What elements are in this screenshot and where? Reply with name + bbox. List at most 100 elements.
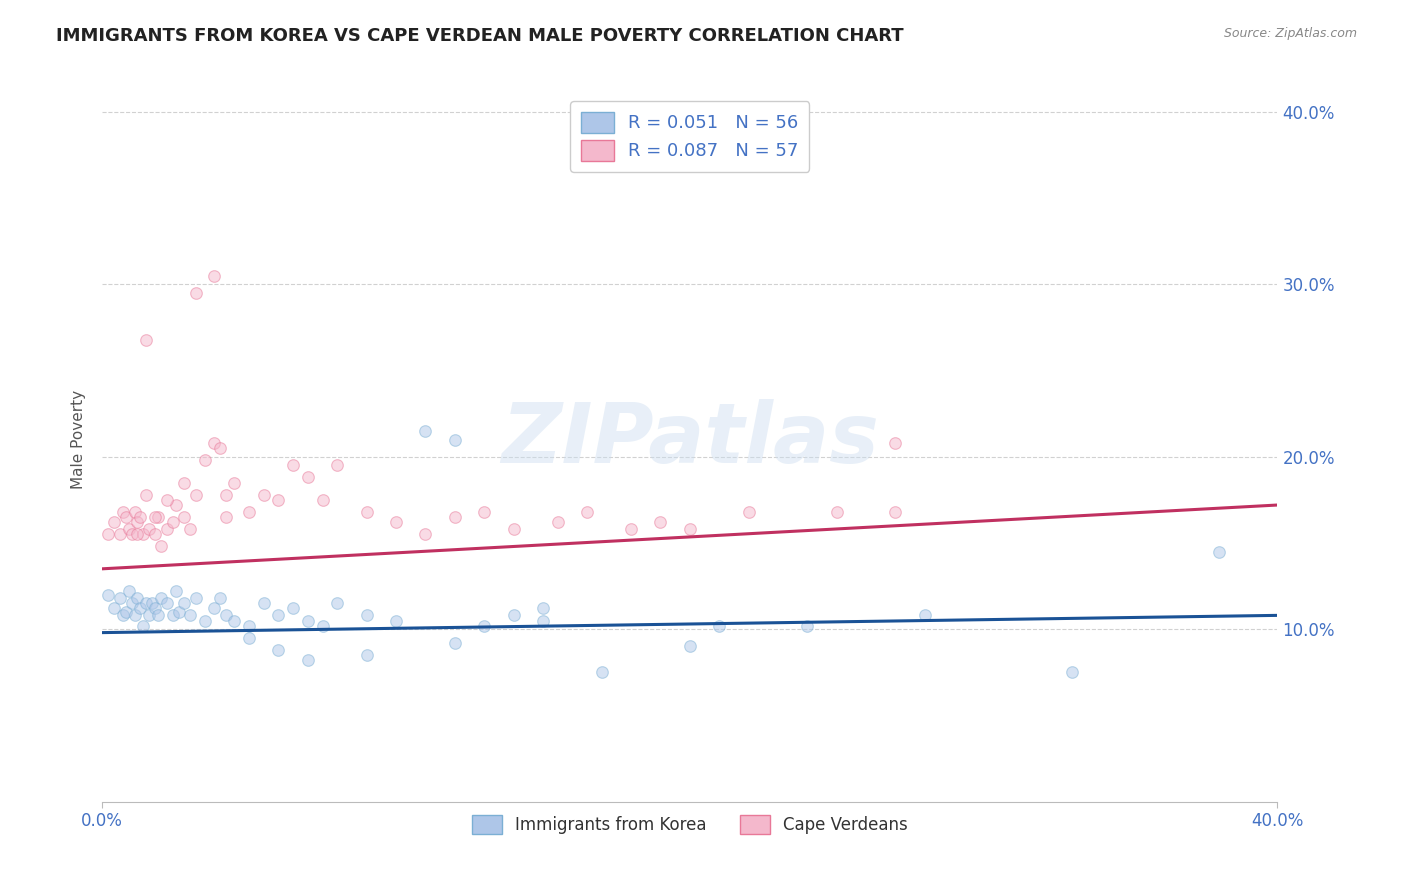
Point <box>472 505 495 519</box>
Point <box>311 492 333 507</box>
Point <box>914 608 936 623</box>
Point <box>179 608 201 623</box>
Point <box>132 618 155 632</box>
Point <box>124 505 146 519</box>
Point <box>194 453 217 467</box>
Point <box>326 596 349 610</box>
Point <box>186 591 208 606</box>
Point <box>575 505 598 519</box>
Point <box>202 436 225 450</box>
Point <box>591 665 613 680</box>
Point <box>385 614 408 628</box>
Point <box>108 527 131 541</box>
Legend: Immigrants from Korea, Cape Verdeans: Immigrants from Korea, Cape Verdeans <box>461 805 918 844</box>
Point <box>173 596 195 610</box>
Point <box>326 458 349 473</box>
Point <box>129 601 152 615</box>
Point <box>173 510 195 524</box>
Point <box>214 488 236 502</box>
Point <box>103 601 125 615</box>
Point <box>103 515 125 529</box>
Point <box>143 527 166 541</box>
Point <box>238 618 260 632</box>
Y-axis label: Male Poverty: Male Poverty <box>72 390 86 489</box>
Point <box>167 605 190 619</box>
Point <box>214 608 236 623</box>
Point <box>238 631 260 645</box>
Point <box>650 515 672 529</box>
Point <box>547 515 569 529</box>
Point <box>884 505 907 519</box>
Point <box>156 522 179 536</box>
Point <box>186 488 208 502</box>
Point <box>297 614 319 628</box>
Point <box>267 643 290 657</box>
Point <box>502 608 524 623</box>
Point <box>132 527 155 541</box>
Point <box>173 475 195 490</box>
Point <box>443 433 465 447</box>
Point <box>162 608 184 623</box>
Point <box>111 505 134 519</box>
Point <box>311 618 333 632</box>
Point <box>165 498 187 512</box>
Point <box>415 527 437 541</box>
Point <box>202 268 225 283</box>
Text: ZIPatlas: ZIPatlas <box>501 399 879 480</box>
Point <box>224 475 246 490</box>
Point <box>253 596 276 610</box>
Text: Source: ZipAtlas.com: Source: ZipAtlas.com <box>1223 27 1357 40</box>
Point <box>1060 665 1083 680</box>
Point <box>283 458 305 473</box>
Point <box>146 608 169 623</box>
Point <box>135 488 157 502</box>
Point <box>97 588 120 602</box>
Point <box>129 510 152 524</box>
Point <box>138 608 160 623</box>
Point <box>156 596 179 610</box>
Point <box>208 441 231 455</box>
Point <box>253 488 276 502</box>
Point <box>620 522 643 536</box>
Point <box>111 608 134 623</box>
Point <box>143 510 166 524</box>
Point <box>267 608 290 623</box>
Point <box>385 515 408 529</box>
Point <box>118 584 141 599</box>
Point <box>415 424 437 438</box>
Point <box>531 614 554 628</box>
Point <box>156 492 179 507</box>
Point <box>162 515 184 529</box>
Point <box>679 522 702 536</box>
Point <box>502 522 524 536</box>
Point <box>1208 544 1230 558</box>
Point <box>297 470 319 484</box>
Point <box>531 601 554 615</box>
Point <box>202 601 225 615</box>
Point <box>356 648 378 662</box>
Point <box>138 522 160 536</box>
Point <box>267 492 290 507</box>
Point <box>127 527 149 541</box>
Point <box>238 505 260 519</box>
Point <box>97 527 120 541</box>
Point <box>194 614 217 628</box>
Point <box>224 614 246 628</box>
Point <box>796 618 818 632</box>
Point <box>737 505 759 519</box>
Point <box>356 608 378 623</box>
Point <box>283 601 305 615</box>
Point <box>679 640 702 654</box>
Point <box>127 591 149 606</box>
Point <box>356 505 378 519</box>
Point <box>121 596 143 610</box>
Point <box>114 605 136 619</box>
Point <box>165 584 187 599</box>
Point <box>141 596 163 610</box>
Point <box>709 618 731 632</box>
Point <box>146 510 169 524</box>
Point <box>127 515 149 529</box>
Point <box>108 591 131 606</box>
Point <box>214 510 236 524</box>
Point <box>149 540 172 554</box>
